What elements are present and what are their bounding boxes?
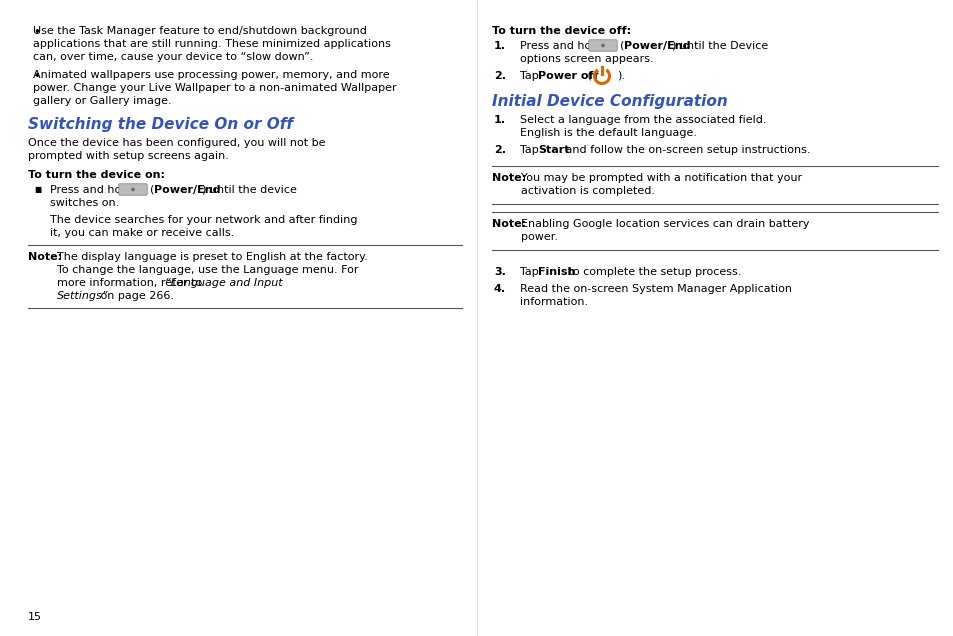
Text: Power off: Power off xyxy=(537,71,598,81)
Text: Finish: Finish xyxy=(537,267,575,277)
Text: 15: 15 xyxy=(28,612,42,622)
Text: 2.: 2. xyxy=(494,145,505,155)
Text: and follow the on-screen setup instructions.: and follow the on-screen setup instructi… xyxy=(561,145,810,155)
Text: To turn the device off:: To turn the device off: xyxy=(492,26,631,36)
Circle shape xyxy=(132,188,134,191)
Text: Select a language from the associated field.: Select a language from the associated fi… xyxy=(519,115,765,125)
Text: 1.: 1. xyxy=(494,115,505,125)
Text: “Language and Input: “Language and Input xyxy=(165,278,282,288)
Text: Read the on-screen System Manager Application: Read the on-screen System Manager Applic… xyxy=(519,284,791,294)
Text: activation is completed.: activation is completed. xyxy=(520,186,655,196)
Text: prompted with setup screens again.: prompted with setup screens again. xyxy=(28,151,229,161)
Text: 4.: 4. xyxy=(494,284,506,294)
Text: can, over time, cause your device to “slow down”.: can, over time, cause your device to “sl… xyxy=(33,52,314,62)
Text: (: ( xyxy=(150,185,154,195)
Text: (: ( xyxy=(583,71,591,81)
Text: Note:: Note: xyxy=(28,252,62,262)
Text: applications that are still running. These minimized applications: applications that are still running. The… xyxy=(33,39,391,49)
Text: To turn the device on:: To turn the device on: xyxy=(28,170,165,180)
Text: The device searches for your network and after finding: The device searches for your network and… xyxy=(50,215,357,225)
Text: power. Change your Live Wallpaper to a non-animated Wallpaper: power. Change your Live Wallpaper to a n… xyxy=(33,83,396,93)
Text: English is the default language.: English is the default language. xyxy=(519,128,697,138)
Text: Settings”: Settings” xyxy=(57,291,109,301)
Text: Press and hold: Press and hold xyxy=(519,41,601,51)
Text: To change the language, use the Language menu. For: To change the language, use the Language… xyxy=(57,265,358,275)
Text: Start: Start xyxy=(537,145,569,155)
Text: switches on.: switches on. xyxy=(50,198,119,208)
Text: 2.: 2. xyxy=(494,71,505,81)
Text: it, you can make or receive calls.: it, you can make or receive calls. xyxy=(50,228,234,238)
Text: Note:: Note: xyxy=(492,219,525,229)
Text: options screen appears.: options screen appears. xyxy=(519,54,653,64)
Text: ) until the device: ) until the device xyxy=(202,185,296,195)
FancyBboxPatch shape xyxy=(588,40,617,52)
Text: Enabling Google location services can drain battery: Enabling Google location services can dr… xyxy=(520,219,809,229)
Text: Note:: Note: xyxy=(492,173,525,183)
Text: Tap: Tap xyxy=(519,267,541,277)
Text: Tap: Tap xyxy=(519,145,541,155)
Text: The display language is preset to English at the factory.: The display language is preset to Englis… xyxy=(57,252,367,262)
Text: 1.: 1. xyxy=(494,41,505,51)
Text: information.: information. xyxy=(519,297,587,307)
Text: more information, refer to: more information, refer to xyxy=(57,278,206,288)
Text: on page 266.: on page 266. xyxy=(97,291,173,301)
Text: gallery or Gallery image.: gallery or Gallery image. xyxy=(33,96,172,106)
Text: You may be prompted with a notification that your: You may be prompted with a notification … xyxy=(520,173,801,183)
Text: Tap: Tap xyxy=(519,71,541,81)
Text: ■: ■ xyxy=(34,185,41,194)
Circle shape xyxy=(600,44,604,47)
Text: Once the device has been configured, you will not be: Once the device has been configured, you… xyxy=(28,138,325,148)
Text: Animated wallpapers use processing power, memory, and more: Animated wallpapers use processing power… xyxy=(33,70,389,80)
Text: Press and hold: Press and hold xyxy=(50,185,132,195)
FancyBboxPatch shape xyxy=(119,184,147,195)
Text: Switching the Device On or Off: Switching the Device On or Off xyxy=(28,117,293,132)
Text: 3.: 3. xyxy=(494,267,505,277)
Text: Power/End: Power/End xyxy=(153,185,220,195)
Text: •: • xyxy=(33,70,40,83)
Text: ) until the Device: ) until the Device xyxy=(671,41,767,51)
Text: Use the Task Manager feature to end/shutdown background: Use the Task Manager feature to end/shut… xyxy=(33,26,367,36)
Text: to complete the setup process.: to complete the setup process. xyxy=(564,267,740,277)
Text: Initial Device Configuration: Initial Device Configuration xyxy=(492,94,727,109)
Text: •: • xyxy=(33,26,40,39)
Text: ).: ). xyxy=(617,71,624,81)
Text: (: ( xyxy=(619,41,623,51)
Text: Power/End: Power/End xyxy=(623,41,690,51)
Text: power.: power. xyxy=(520,232,558,242)
